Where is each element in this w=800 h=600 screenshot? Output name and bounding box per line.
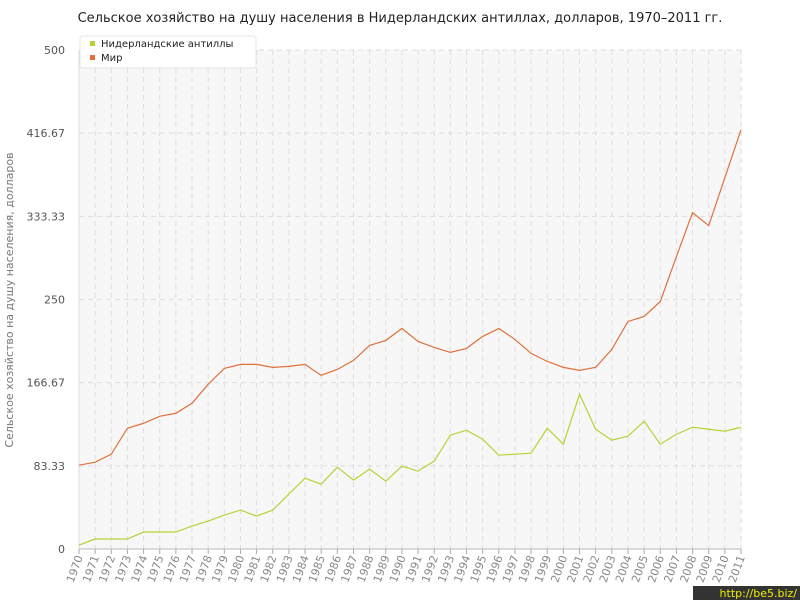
legend-label: Нидерландские антиллы <box>101 39 233 50</box>
watermark-bg <box>693 586 800 600</box>
y-tick-label: 416.67 <box>27 127 66 140</box>
legend-label: Мир <box>101 53 122 64</box>
series-line <box>78 392 742 546</box>
y-tick-label: 0 <box>58 543 65 556</box>
y-tick-label: 500 <box>44 44 65 57</box>
y-tick-label: 166.67 <box>27 377 66 390</box>
y-tick-label: 83.33 <box>34 460 66 473</box>
legend-swatch <box>90 55 95 60</box>
watermark: http://be5.biz/ <box>720 587 798 600</box>
legend: Нидерландские антиллы Мир <box>79 35 257 69</box>
y-axis-label: Сельское хозяйство на душу населения, до… <box>3 152 16 447</box>
series-line <box>78 129 742 466</box>
chart-title: Сельское хозяйство на душу населения в Н… <box>78 11 723 26</box>
y-tick-label: 250 <box>44 294 65 307</box>
legend-swatch <box>90 41 95 46</box>
legend-box <box>79 35 257 69</box>
y-tick-label: 333.33 <box>27 210 66 223</box>
